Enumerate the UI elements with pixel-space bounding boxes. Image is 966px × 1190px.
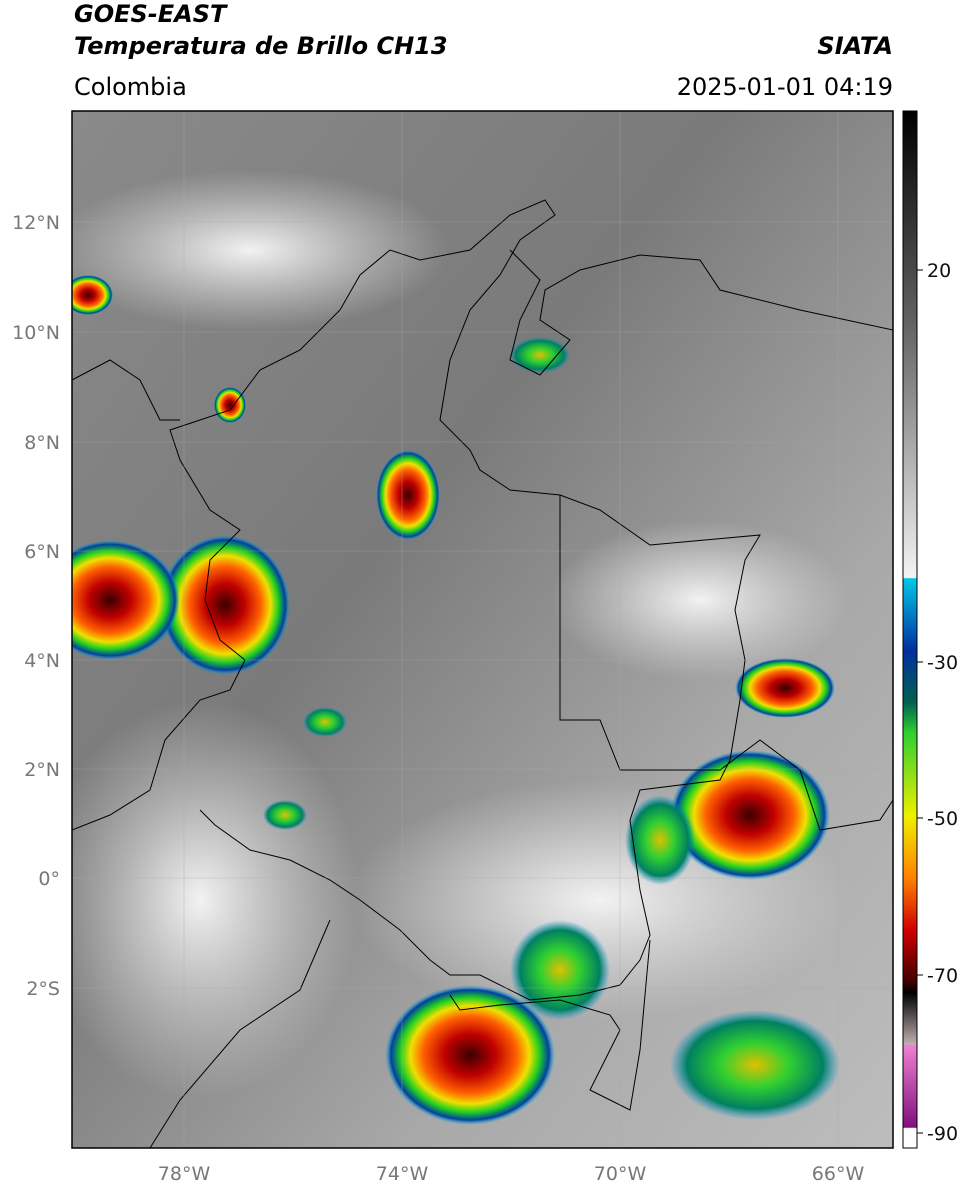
colorbar (902, 110, 918, 1149)
lat-label: 8°N (24, 432, 60, 454)
lon-label: 74°W (376, 1163, 429, 1185)
subtitle: Temperatura de Brillo CH13 (74, 32, 448, 60)
lat-label: 12°N (12, 212, 60, 234)
satellite-image (72, 111, 893, 1148)
colorbar-label: -70 (927, 965, 958, 987)
source: SIATA (817, 32, 893, 60)
graticule (72, 111, 893, 1148)
lon-label: 66°W (812, 1163, 865, 1185)
colorbar-label: 20 (927, 260, 951, 282)
borders (72, 199, 893, 1148)
colorbar-labels: 20 -30 -50 -70 -90 (917, 260, 958, 1145)
lat-labels: 12°N 10°N 8°N 6°N 4°N 2°N 0° 2°S (12, 212, 60, 1000)
lon-label: 70°W (594, 1163, 647, 1185)
region: Colombia (74, 73, 187, 101)
lat-label: 6°N (24, 541, 60, 563)
timestamp: 2025-01-01 04:19 (677, 73, 893, 101)
lat-label: 10°N (12, 322, 60, 344)
colorbar-label: -50 (927, 808, 958, 830)
lat-label: 4°N (24, 650, 60, 672)
lon-labels: 78°W 74°W 70°W 66°W (158, 1163, 865, 1185)
map-frame (71, 110, 894, 1149)
colorbar-label: -30 (927, 652, 958, 674)
colorbar-label: -90 (927, 1123, 958, 1145)
lat-label: 2°S (26, 978, 60, 1000)
lat-label: 0° (38, 868, 60, 890)
lon-label: 78°W (158, 1163, 211, 1185)
title: GOES-EAST (74, 0, 228, 28)
lat-label: 2°N (24, 759, 60, 781)
